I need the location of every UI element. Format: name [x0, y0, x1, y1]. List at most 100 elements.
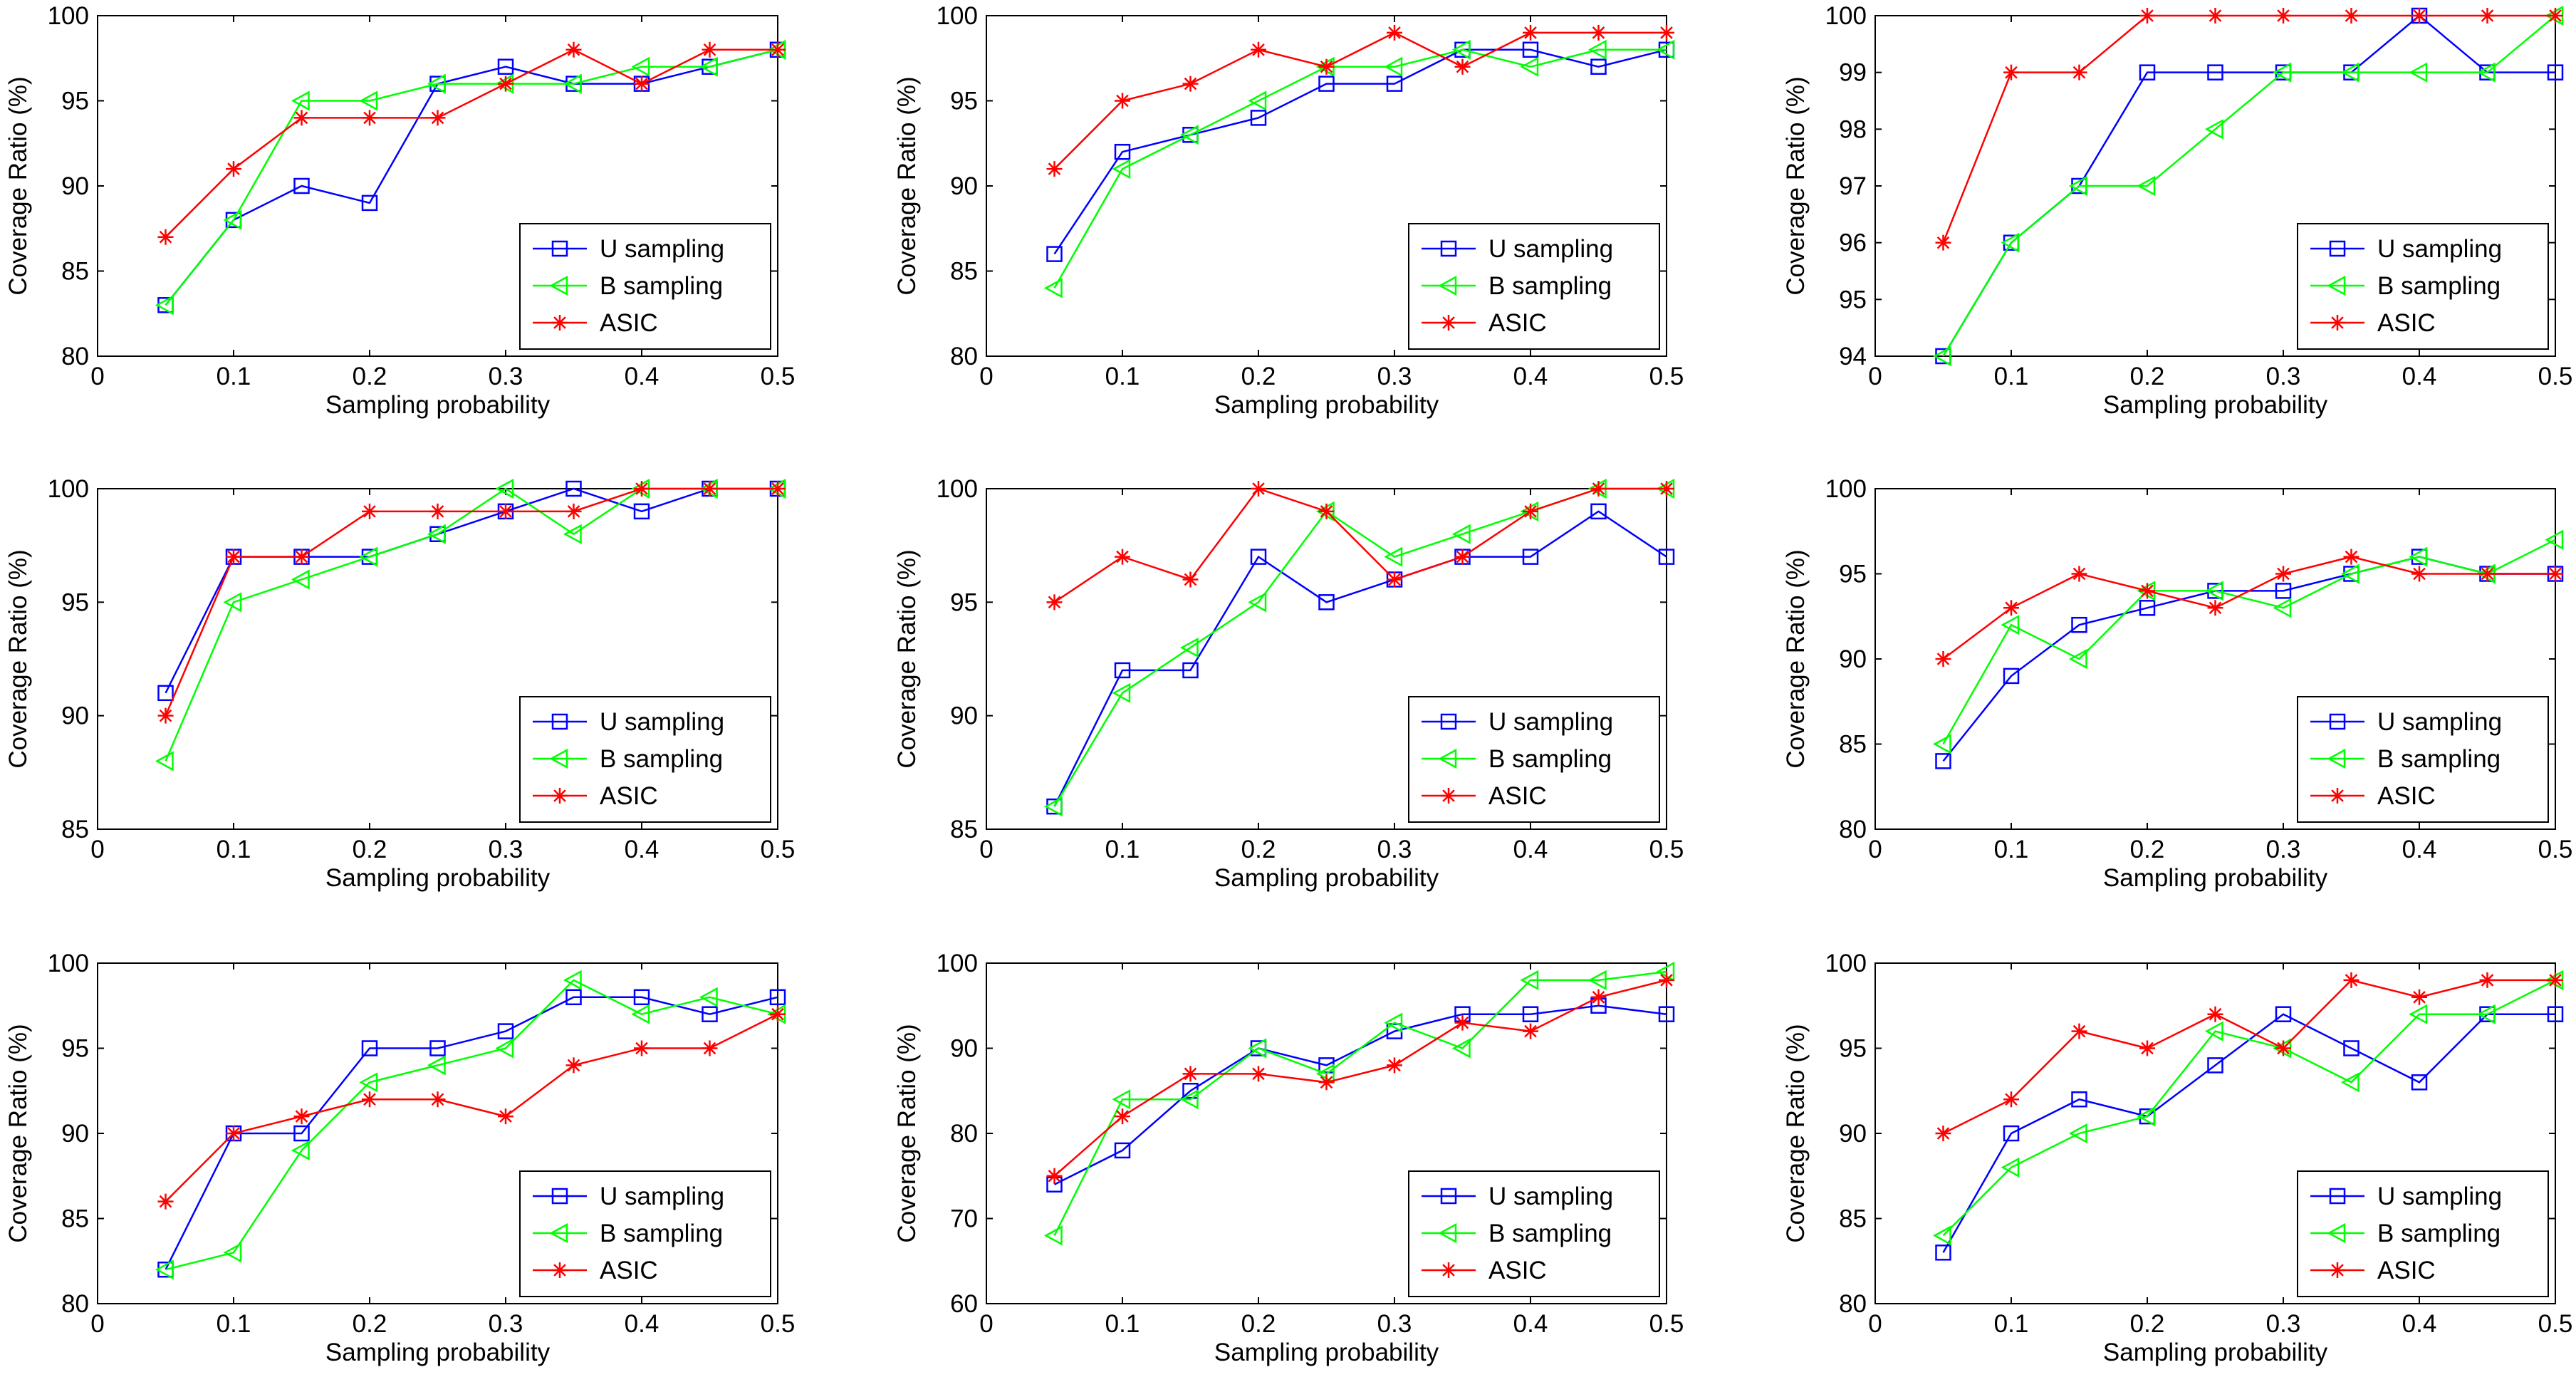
data-point-b-sampling [1112, 1089, 1131, 1110]
data-point-b-sampling [2001, 615, 2020, 635]
legend-marker [2329, 240, 2346, 257]
y-tick-label: 100 [48, 950, 89, 977]
legend-label: U sampling [1488, 1183, 1613, 1210]
subplot-5: 0 0.1 0.2 0.3 0.4 0.5 85 90 95 100 Sampling probab… [893, 475, 1684, 892]
legend-marker [551, 713, 568, 730]
data-point-u-sampling [2071, 1091, 2087, 1108]
y-tick-label: 95 [1839, 286, 1867, 313]
y-tick-label: 100 [1825, 2, 1867, 30]
y-tick-label: 95 [1839, 561, 1867, 588]
data-point-u-sampling [1522, 41, 1539, 58]
x-tick-label: 0 [979, 836, 993, 863]
legend-marker [1441, 1262, 1456, 1278]
x-tick-label: 0 [1868, 836, 1882, 863]
x-tick-label: 0.3 [1377, 363, 1412, 390]
data-point-asic [2548, 8, 2563, 24]
data-point-u-sampling [2275, 1006, 2292, 1022]
data-point-asic [1523, 1023, 1538, 1039]
data-point-b-sampling [2001, 1157, 2020, 1178]
data-point-asic [226, 161, 241, 177]
y-tick-label: 80 [950, 1120, 978, 1148]
y-axis-label: Coverage Ratio (%) [4, 1024, 32, 1242]
data-point-asic [362, 110, 377, 126]
data-point-asic [1590, 481, 1607, 497]
data-point-asic [1182, 76, 1199, 92]
data-point-u-sampling [1658, 1006, 1675, 1022]
subplot-2: 0 0.1 0.2 0.3 0.4 0.5 80 85 90 95 100 Sampling prob… [893, 2, 1684, 419]
y-tick-label: 100 [48, 475, 89, 503]
legend-box [1408, 1170, 1660, 1297]
data-point-b-sampling [1248, 90, 1267, 111]
data-point-asic [226, 1126, 241, 1141]
data-point-u-sampling [497, 1023, 514, 1039]
data-point-asic [1387, 1057, 1402, 1074]
data-point-u-sampling [157, 685, 174, 702]
data-point-asic [498, 76, 513, 92]
legend-label: ASIC [1488, 1257, 1547, 1284]
data-point-asic [1454, 58, 1471, 75]
y-tick-label: 100 [937, 950, 978, 977]
data-point-b-sampling [1587, 39, 1607, 60]
data-point-u-sampling [2207, 64, 2223, 80]
data-point-u-sampling [293, 1125, 310, 1142]
data-point-b-sampling [2545, 529, 2564, 550]
data-point-asic [498, 1108, 513, 1125]
y-tick-label: 80 [61, 1290, 89, 1318]
data-point-b-sampling [2409, 546, 2428, 567]
data-point-asic [1590, 24, 1607, 41]
y-tick-label: 95 [950, 88, 978, 115]
data-point-u-sampling [1250, 549, 1267, 565]
x-tick-label: 0.1 [1105, 363, 1140, 390]
data-point-asic [1251, 481, 1266, 497]
legend-label: B sampling [600, 272, 723, 300]
data-point-asic [2479, 972, 2496, 988]
legend-label: U sampling [2377, 235, 2502, 263]
y-tick-label: 85 [950, 816, 978, 843]
data-point-b-sampling [1384, 56, 1403, 77]
data-point-asic [2548, 972, 2563, 988]
data-point-asic [1387, 571, 1402, 588]
data-point-asic [770, 41, 786, 58]
x-tick-label: 0 [90, 836, 104, 863]
data-point-u-sampling [2275, 583, 2292, 599]
y-tick-label: 100 [48, 2, 89, 30]
x-tick-label: 0.1 [1105, 836, 1140, 863]
data-point-b-sampling [699, 56, 718, 77]
legend-label: U sampling [600, 1183, 724, 1210]
data-point-u-sampling [1935, 753, 1951, 769]
data-point-asic [2548, 566, 2563, 582]
x-axis-label: Sampling probability [325, 1339, 551, 1366]
data-point-b-sampling [1384, 1012, 1403, 1033]
legend-marker [2327, 1222, 2346, 1244]
data-point-b-sampling [223, 1242, 242, 1263]
data-point-b-sampling [155, 295, 174, 316]
y-tick-label: 98 [1839, 115, 1867, 143]
series-line-asic [165, 487, 778, 717]
legend-label: ASIC [600, 309, 658, 337]
data-point-u-sampling [1590, 503, 1607, 520]
subplot-6: 0 0.1 0.2 0.3 0.4 0.5 80 85 90 95 100 Sampling prob… [1782, 475, 2572, 892]
data-point-u-sampling [1522, 1006, 1539, 1022]
y-axis-label: Coverage Ratio (%) [893, 1024, 921, 1242]
y-tick-label: 90 [61, 172, 89, 200]
data-point-b-sampling [1179, 125, 1199, 145]
data-point-b-sampling [1656, 39, 1675, 60]
data-point-u-sampling [2003, 1125, 2020, 1142]
data-point-asic [1046, 594, 1063, 611]
data-point-asic [2071, 64, 2087, 80]
series-line-asic [165, 48, 778, 238]
data-point-b-sampling [1179, 637, 1199, 658]
x-tick-label: 0.5 [2538, 363, 2573, 390]
series-line-asic [1053, 31, 1667, 170]
legend-label: B sampling [1488, 745, 1612, 773]
x-tick-label: 0.4 [1513, 1310, 1548, 1338]
data-point-b-sampling [291, 1140, 310, 1161]
data-point-u-sampling [2003, 667, 2020, 685]
data-point-asic [1523, 503, 1538, 519]
data-point-b-sampling [2340, 62, 2359, 83]
data-point-asic [565, 1057, 582, 1074]
data-point-b-sampling [2068, 175, 2087, 197]
data-point-b-sampling [1384, 546, 1403, 567]
series-line-u-sampling [165, 48, 778, 306]
data-point-asic [1454, 1014, 1471, 1031]
